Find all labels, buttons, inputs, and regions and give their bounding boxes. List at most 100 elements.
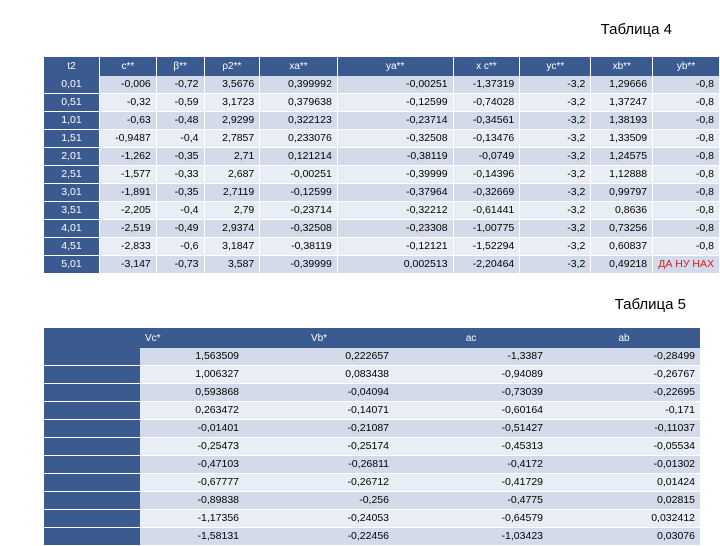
table-row-lead [44,437,140,456]
table-4-header-row: t2 c** β** ρ2** xa** ya** x c** yc** xb** yb** [44,57,720,76]
table-row: 1,51 -0,9487 -0,4 2,7857 0,233076 -0,32508 -0,… [44,129,720,148]
table-cell: 0,99797 [590,183,654,202]
table-cell: 0,121214 [259,147,338,166]
table-cell: -1,17356 [140,509,244,528]
table-cell: -0,12599 [337,93,454,112]
table-cell: -0,8 [652,129,720,148]
table-cell: -0,35 [156,147,205,166]
table-cell: -0,00251 [259,165,338,184]
table-cell: 0,01424 [548,473,700,492]
table-row: 2,01 -1,262 -0,35 2,71 0,121214 -0,38119 -0,07… [44,147,720,166]
table-cell: -1,03423 [394,527,548,546]
table-cell: -0,73039 [394,383,548,402]
table-cell: 1,006327 [140,365,244,384]
table-cell: -1,577 [99,165,157,184]
table-cell: -0,26712 [244,473,394,492]
table-cell: -3,2 [519,93,592,112]
table-row: 2,51 -1,577 -0,33 2,687 -0,00251 -0,39999 -0,1… [44,165,720,184]
table-cell: -0,28499 [548,348,700,366]
table-cell: -0,4775 [394,491,548,510]
table-row-lead [44,455,140,474]
table-row: 0,263472 -0,14071 -0,60164 -0,171 [44,401,700,420]
table-row: -0,47103 -0,26811 -0,4172 -0,01302 [44,455,700,474]
table-cell: 0,002513 [337,255,454,274]
table-row: -0,25473 -0,25174 -0,45313 -0,05534 [44,437,700,456]
table-cell: -3,2 [519,183,592,202]
table-cell: -0,26767 [548,365,700,384]
table-cell: -0,26811 [244,455,394,474]
table-row-lead [44,365,140,384]
table-5-caption: Таблица 5 [614,296,686,313]
table-cell: -2,833 [99,237,157,256]
table-cell: -0,8 [652,111,720,130]
table-cell: -3,2 [519,165,592,184]
table-cell: 0,49218 [590,255,654,274]
table-row: -0,89838 -0,256 -0,4775 0,02815 [44,491,700,510]
table-cell: -0,8 [652,183,720,202]
table-cell: -0,171 [548,401,700,420]
table-row-lead [44,419,140,438]
table-cell: -0,35 [156,183,205,202]
table-4-header-cell: xa** [259,57,338,76]
table-cell: -0,34561 [453,111,521,130]
table-cell: -0,4172 [394,455,548,474]
table-cell: -2,205 [99,201,157,220]
table-cell: 0,263472 [140,401,244,420]
table-row-lead [44,383,140,402]
table-cell: -0,21087 [244,419,394,438]
table-4-header-cell: yc** [519,57,592,76]
table-cell: 0,379638 [259,93,338,112]
table-cell: 0,8636 [590,201,654,220]
table-cell: -0,38119 [337,147,454,166]
table-cell: 0,02815 [548,491,700,510]
table-cell: -0,60164 [394,401,548,420]
table-cell: -0,64579 [394,509,548,528]
table-cell: -3,2 [519,147,592,166]
table-cell: 0,51 [44,93,100,112]
table-cell: -0,61441 [453,201,521,220]
table-cell: 1,51 [44,129,100,148]
table-cell: -0,32669 [453,183,521,202]
table-cell: -0,8 [652,201,720,220]
table-4-header-cell: x c** [453,57,521,76]
table-cell: -1,00775 [453,219,521,238]
table-cell: -0,25473 [140,437,244,456]
table-cell: 0,083438 [244,365,394,384]
table-row-lead [44,491,140,510]
table-row-lead [44,527,140,546]
table-cell: -0,12599 [259,183,338,202]
table-cell: 0,222657 [244,348,394,366]
table-4-header-cell: ya** [337,57,454,76]
table-cell: 4,51 [44,237,100,256]
table-cell: -0,32508 [259,219,338,238]
table-cell: 2,9374 [204,219,261,238]
table-4-caption: Таблица 4 [600,21,672,38]
table-cell: -0,8 [652,219,720,238]
table-4-header-cell: ρ2** [204,57,261,76]
table-cell: -0,23714 [259,201,338,220]
table-cell: 5,01 [44,255,100,274]
table-row: 3,01 -1,891 -0,35 2,7119 -0,12599 -0,37964 -0,… [44,183,720,202]
table-cell: -0,24053 [244,509,394,528]
table-cell: -0,72 [156,76,205,94]
table-cell: ДА НУ НАХ [652,255,720,274]
table-cell: -0,33 [156,165,205,184]
table-row: 4,01 -2,519 -0,49 2,9374 -0,32508 -0,23308 -1,… [44,219,720,238]
table-cell: -0,63 [99,111,157,130]
table-cell: 1,38193 [590,111,654,130]
table-cell: -0,48 [156,111,205,130]
table-cell: 1,12888 [590,165,654,184]
table-cell: -1,3387 [394,348,548,366]
table-cell: -0,73 [156,255,205,274]
table-cell: 1,29666 [590,76,654,94]
table-cell: -1,58131 [140,527,244,546]
table-cell: 3,1847 [204,237,261,256]
table-cell: -0,04094 [244,383,394,402]
table-cell: -0,8 [652,76,720,94]
table-cell: 4,01 [44,219,100,238]
table-cell: -0,05534 [548,437,700,456]
table-cell: -0,9487 [99,129,157,148]
table-row: 0,593868 -0,04094 -0,73039 -0,22695 [44,383,700,402]
table-cell: 2,687 [204,165,261,184]
table-cell: -0,32 [99,93,157,112]
